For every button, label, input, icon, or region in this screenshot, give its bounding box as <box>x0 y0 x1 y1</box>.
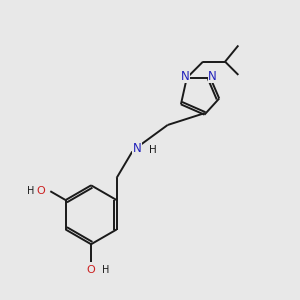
Text: N: N <box>132 142 141 155</box>
Text: H: H <box>27 186 34 196</box>
Text: O: O <box>87 265 95 275</box>
Text: H: H <box>102 265 110 275</box>
Text: H: H <box>149 145 157 155</box>
Text: N: N <box>181 70 190 83</box>
Text: O: O <box>36 186 45 196</box>
Text: N: N <box>208 70 217 83</box>
